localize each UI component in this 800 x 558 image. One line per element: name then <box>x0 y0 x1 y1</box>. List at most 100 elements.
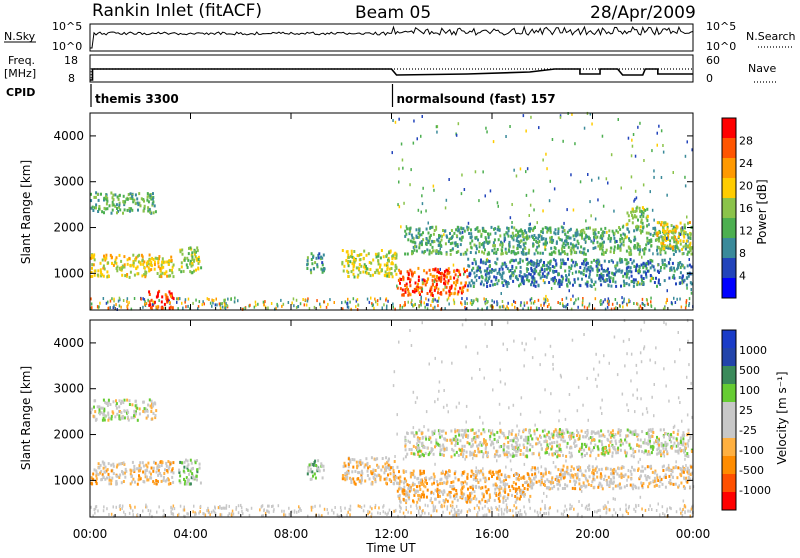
data-cell <box>107 419 109 422</box>
data-cell <box>575 298 577 301</box>
data-cell <box>135 412 137 415</box>
data-cell <box>498 436 500 439</box>
data-cell <box>310 478 312 481</box>
data-cell <box>191 271 193 274</box>
data-cell <box>485 447 487 450</box>
data-cell <box>440 280 442 283</box>
data-cell <box>390 472 392 475</box>
data-cell <box>579 284 581 287</box>
data-cell <box>219 302 221 305</box>
data-cell <box>490 271 492 274</box>
data-cell <box>598 454 600 457</box>
data-cell <box>154 401 156 404</box>
data-cell <box>312 256 314 259</box>
data-cell <box>619 245 621 248</box>
data-cell <box>402 167 404 170</box>
data-cell <box>137 255 139 258</box>
data-cell <box>573 248 575 251</box>
data-cell <box>456 269 458 272</box>
data-cell <box>458 271 460 274</box>
data-cell <box>643 159 645 162</box>
data-cell <box>610 472 612 475</box>
data-cell <box>170 295 172 298</box>
data-cell <box>555 247 557 250</box>
nsearch-tick-low: 10^0 <box>706 40 736 53</box>
data-cell <box>597 445 599 448</box>
data-cell <box>446 199 448 202</box>
data-cell <box>683 232 685 235</box>
data-cell <box>120 462 122 465</box>
data-cell <box>662 261 664 264</box>
data-cell <box>415 282 417 285</box>
data-cell <box>306 263 308 266</box>
data-cell <box>130 192 132 195</box>
data-cell <box>453 264 455 267</box>
data-cell <box>669 269 671 272</box>
data-cell <box>676 298 678 301</box>
data-cell <box>683 236 685 239</box>
data-cell <box>438 234 440 237</box>
data-cell <box>577 277 579 280</box>
data-cell <box>144 300 146 303</box>
data-cell <box>91 267 93 270</box>
data-cell <box>444 286 446 289</box>
data-cell <box>494 301 496 304</box>
data-cell <box>208 298 210 301</box>
data-cell <box>593 283 595 286</box>
data-cell <box>628 283 630 286</box>
data-cell <box>441 276 443 279</box>
data-cell <box>347 275 349 278</box>
data-cell <box>399 480 401 483</box>
data-cell <box>567 303 569 306</box>
data-cell <box>427 278 429 281</box>
data-cell <box>495 483 497 486</box>
data-cell <box>537 221 539 224</box>
data-cell <box>381 249 383 252</box>
data-cell <box>486 491 488 494</box>
data-cell <box>470 498 472 501</box>
data-cell <box>187 460 189 463</box>
data-cell <box>530 434 532 437</box>
data-cell <box>326 306 328 309</box>
data-cell <box>571 455 573 458</box>
data-cell <box>375 469 377 472</box>
data-cell <box>111 469 113 472</box>
data-cell <box>377 299 379 302</box>
data-cell <box>255 301 257 304</box>
data-cell <box>105 198 107 201</box>
data-cell <box>375 458 377 461</box>
data-cell <box>658 246 660 249</box>
data-cell <box>608 444 610 447</box>
data-cell <box>445 498 447 501</box>
data-cell <box>647 453 649 456</box>
data-cell <box>673 267 675 270</box>
data-cell <box>588 447 590 450</box>
data-cell <box>663 221 665 224</box>
data-cell <box>129 264 131 267</box>
data-cell <box>358 304 360 307</box>
data-cell <box>430 226 432 229</box>
data-cell <box>161 300 163 303</box>
data-cell <box>454 301 456 304</box>
data-cell <box>576 466 578 469</box>
data-cell <box>133 414 135 417</box>
data-cell <box>661 129 663 132</box>
cpid-mode-label: normalsound (fast) 157 <box>397 92 556 106</box>
data-cell <box>415 431 417 434</box>
data-cell <box>484 241 486 244</box>
data-cell <box>562 454 564 457</box>
data-cell <box>507 267 509 270</box>
data-cell <box>442 444 444 447</box>
data-cell <box>427 292 429 295</box>
data-cell <box>449 232 451 235</box>
data-cell <box>622 275 624 278</box>
data-cell <box>134 297 136 300</box>
data-cell <box>639 122 641 125</box>
data-cell <box>667 289 669 292</box>
data-cell <box>152 197 154 200</box>
data-cell <box>627 429 629 432</box>
data-cell <box>433 473 435 476</box>
data-cell <box>481 450 483 453</box>
data-cell <box>142 410 144 413</box>
data-cell <box>478 429 480 432</box>
